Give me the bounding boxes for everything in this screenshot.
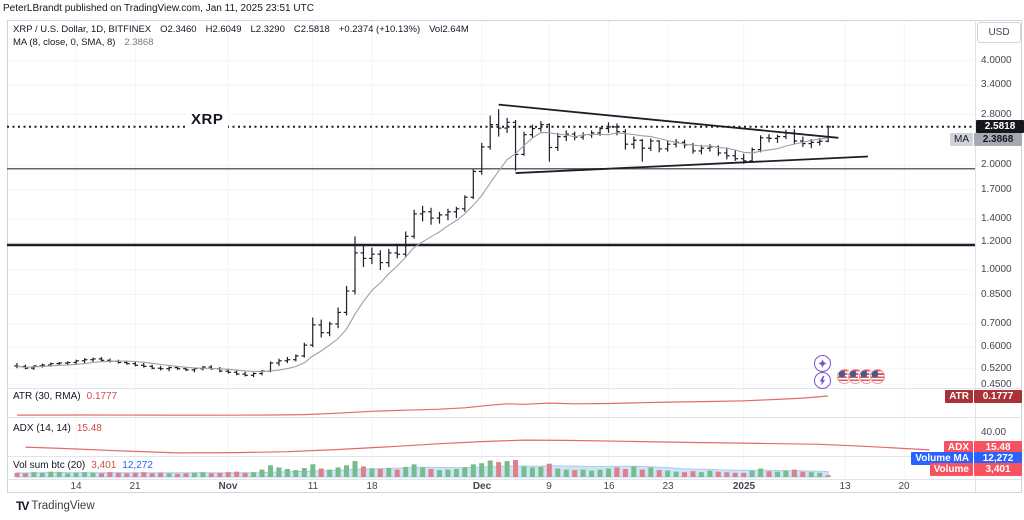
currency-toggle-button[interactable]: USD (977, 22, 1021, 43)
last-price-badge: 2.5818 (976, 120, 1024, 133)
adx-line (25, 439, 930, 454)
ohlc-open: O2.3460 (160, 24, 197, 35)
price-tick-label: 1.7000 (981, 184, 1012, 195)
us-flag-avatar (870, 369, 885, 384)
price-tick-label: 0.4500 (981, 379, 1012, 390)
sparkle-quick-action-button[interactable] (814, 355, 831, 372)
ma-row: MA (8, close, 0, SMA, 8) 2.3868 (13, 36, 469, 49)
time-tick-label: 13 (839, 481, 851, 492)
time-tick-label: 18 (366, 481, 378, 492)
price-tick-label: 3.4000 (981, 79, 1012, 90)
tradingview-attribution[interactable]: TV TradingView (16, 499, 95, 513)
price-tick-label: 0.7000 (981, 318, 1012, 329)
atr-indicator-title[interactable]: ATR (30, RMA) (13, 391, 81, 402)
adx-indicator-title[interactable]: ADX (14, 14) (13, 423, 71, 434)
adx-axis-tick: 40.00 (981, 427, 1007, 438)
volume-ma-value: 12,272 (122, 460, 153, 471)
ma-badge: MA 2.3868 (950, 133, 1022, 146)
price-tick-label: 0.8500 (981, 289, 1012, 300)
atr-line (16, 395, 829, 416)
change-value: +0.2374 (+10.13%) (338, 24, 421, 35)
price-tick-label: 2.8000 (981, 109, 1012, 120)
time-tick-label: 21 (129, 481, 141, 492)
lightning-quick-action-button[interactable] (814, 372, 831, 389)
atr-pane-label: ATR (30, RMA) 0.1777 (13, 391, 117, 402)
price-tick-label: 0.6000 (981, 341, 1012, 352)
volume-indicator-title[interactable]: Vol sum btc (20) (13, 460, 86, 471)
time-tick-label: Nov (218, 481, 238, 492)
price-tick-label: 2.0000 (981, 159, 1012, 170)
time-tick-label: 16 (603, 481, 615, 492)
trendline-drawings (498, 103, 868, 174)
volume-readout: Vol2.64M (429, 24, 469, 35)
ohlc-high: H2.6049 (205, 24, 242, 35)
price-tick-label: 1.0000 (981, 264, 1012, 275)
ohlc-bars (14, 109, 831, 378)
attribution-text: PeterLBrandt published on TradingView.co… (3, 3, 314, 14)
tradingview-logo-icon: TV (16, 499, 29, 513)
xrp-drawing-label: XRP (186, 111, 229, 128)
atr-indicator-value: 0.1777 (86, 391, 118, 402)
time-tick-label: 2025 (732, 481, 756, 492)
grid-lines (8, 21, 974, 478)
atr-badge: ATR 0.1777 (945, 390, 1022, 403)
time-tick-label: 9 (546, 481, 552, 492)
symbol-title[interactable]: XRP / U.S. Dollar, 1D, BITFINEX (13, 24, 152, 35)
volume-ma-badge: Volume MA 12,272 (911, 452, 1022, 465)
time-tick-label: 14 (70, 481, 82, 492)
ohlc-close: C2.5818 (293, 24, 330, 35)
sparkle-icon (818, 359, 827, 368)
ma-indicator-value: 2.3868 (124, 37, 154, 48)
price-tick-label: 4.0000 (981, 55, 1012, 66)
legend: XRP / U.S. Dollar, 1D, BITFINEX O2.3460 … (13, 23, 469, 49)
sma-line (16, 132, 829, 373)
time-tick-label: 11 (307, 481, 319, 492)
ohlc-low: L2.3290 (250, 24, 285, 35)
price-tick-label: 1.4000 (981, 213, 1012, 224)
adx-indicator-value: 15.48 (76, 423, 102, 434)
pane-dividers (7, 20, 1022, 493)
lightning-icon (819, 375, 826, 386)
time-tick-label: Dec (472, 481, 492, 492)
ma-indicator-title[interactable]: MA (8, close, 0, SMA, 8) (13, 37, 116, 48)
volume-pane-label: Vol sum btc (20) 3,401 12,272 (13, 460, 153, 471)
time-tick-label: 23 (662, 481, 674, 492)
horizontal-line-drawings (7, 168, 975, 247)
tradingview-brand-text: TradingView (31, 500, 95, 512)
volume-pane (14, 460, 831, 478)
time-tick-label: 20 (898, 481, 910, 492)
volume-badge: Volume 3,401 (929, 463, 1022, 476)
price-tick-label: 1.2000 (981, 236, 1012, 247)
us-flag-avatar-stack (837, 369, 885, 384)
price-tick-label: 0.5200 (981, 363, 1012, 374)
symbol-row: XRP / U.S. Dollar, 1D, BITFINEX O2.3460 … (13, 23, 469, 36)
adx-badge: ADX 15.48 (943, 441, 1022, 454)
adx-pane-label: ADX (14, 14) 15.48 (13, 423, 102, 434)
volume-value: 3,401 (91, 460, 117, 471)
